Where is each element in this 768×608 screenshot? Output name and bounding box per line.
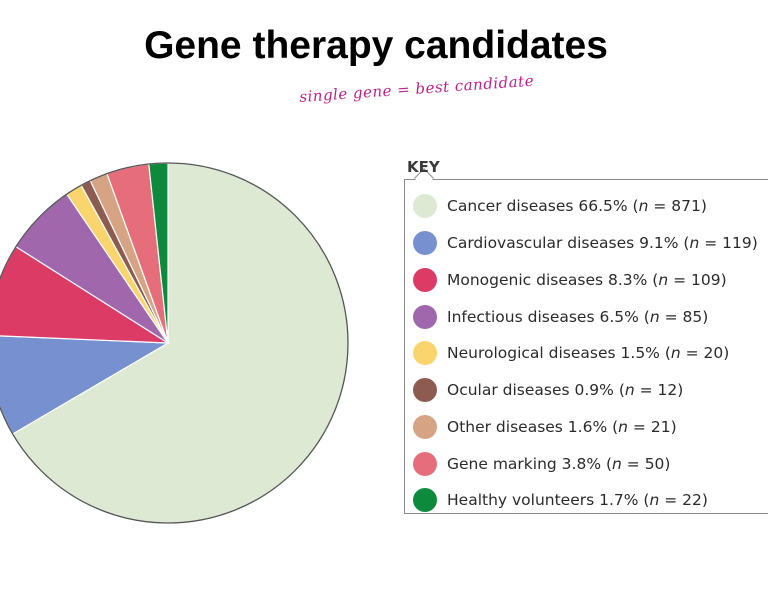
- legend-box: [404, 179, 768, 514]
- legend-swatch: [413, 231, 437, 256]
- legend-item: Cardiovascular diseases 9.1% (n = 119): [413, 225, 758, 262]
- legend-label: Ocular diseases 0.9% (n = 12): [447, 381, 684, 400]
- legend-label: Cardiovascular diseases 9.1% (n = 119): [447, 234, 758, 253]
- chart-title: Gene therapy candidates: [144, 24, 608, 67]
- legend-label: Infectious diseases 6.5% (n = 85): [447, 307, 709, 326]
- legend-swatch: [413, 194, 437, 219]
- legend-item: Neurological diseases 1.5% (n = 20): [413, 335, 758, 372]
- legend-item: Cancer diseases 66.5% (n = 871): [413, 188, 758, 225]
- legend-swatch: [413, 451, 437, 476]
- legend-item: Other diseases 1.6% (n = 21): [413, 409, 758, 446]
- legend-heading: KEY: [407, 158, 440, 176]
- legend-label: Neurological diseases 1.5% (n = 20): [447, 344, 730, 363]
- legend-label: Cancer diseases 66.5% (n = 871): [447, 197, 707, 216]
- legend-item: Monogenic diseases 8.3% (n = 109): [413, 262, 758, 299]
- legend-label: Monogenic diseases 8.3% (n = 109): [447, 270, 727, 289]
- legend-item: Ocular diseases 0.9% (n = 12): [413, 372, 758, 409]
- legend-swatch: [413, 378, 437, 403]
- legend-item: Healthy volunteers 1.7% (n = 22): [413, 482, 758, 519]
- legend-item: Gene marking 3.8% (n = 50): [413, 445, 758, 482]
- pie-outline: [0, 162, 349, 524]
- legend-swatch: [413, 341, 437, 366]
- legend: Cancer diseases 66.5% (n = 871) Cardiovas…: [413, 188, 758, 519]
- legend-label: Other diseases 1.6% (n = 21): [447, 417, 677, 436]
- legend-swatch: [413, 267, 437, 292]
- legend-item: Infectious diseases 6.5% (n = 85): [413, 298, 758, 335]
- legend-label: Healthy volunteers 1.7% (n = 22): [447, 491, 708, 510]
- legend-swatch: [413, 414, 437, 439]
- legend-swatch: [413, 304, 437, 329]
- legend-label: Gene marking 3.8% (n = 50): [447, 454, 671, 473]
- legend-swatch: [413, 488, 437, 513]
